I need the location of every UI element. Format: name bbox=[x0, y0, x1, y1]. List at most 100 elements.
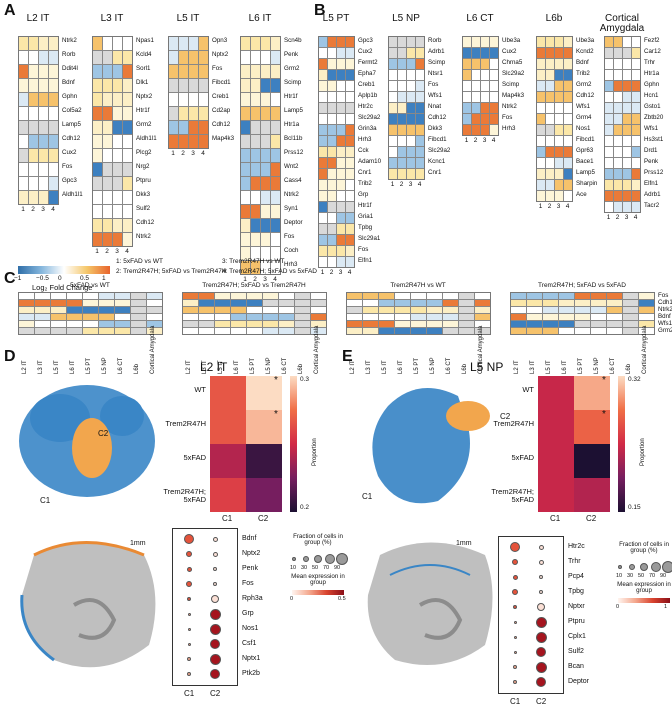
c-cell bbox=[379, 307, 394, 313]
heatmap-cell bbox=[113, 93, 122, 106]
c-cell bbox=[607, 328, 622, 334]
dot-gene-label: Fos bbox=[242, 580, 254, 587]
c-cell bbox=[231, 307, 246, 313]
dot-gene-label: Trhr bbox=[568, 558, 581, 565]
d-umap-c1: C1 bbox=[40, 496, 51, 505]
c-cell bbox=[295, 307, 310, 313]
c-cell bbox=[607, 314, 622, 320]
expression-dot bbox=[184, 534, 194, 544]
heatmap-cell bbox=[337, 257, 345, 267]
significance-star: * bbox=[274, 409, 278, 420]
heatmap-cell bbox=[113, 51, 122, 64]
heatmap-cell bbox=[605, 59, 613, 69]
gene-label: Kcnc1 bbox=[428, 158, 446, 165]
c-cell bbox=[183, 300, 198, 306]
c-cell bbox=[263, 328, 278, 334]
c-cell bbox=[527, 307, 542, 313]
c-cell bbox=[639, 300, 654, 306]
c-cell bbox=[263, 307, 278, 313]
proportion-cell bbox=[246, 376, 282, 410]
heatmap-cell bbox=[398, 158, 406, 168]
heatmap-cell bbox=[261, 247, 270, 260]
dot-gene-label: Penk bbox=[242, 565, 258, 572]
c-cell bbox=[591, 328, 606, 334]
gene-label: Adrb1 bbox=[428, 48, 445, 55]
cbar-label: Proportion bbox=[312, 438, 318, 466]
heatmap-cell bbox=[271, 149, 280, 162]
heatmap-cell bbox=[328, 213, 336, 223]
dot-gene-label: Grp bbox=[242, 610, 254, 617]
heatmap-cell bbox=[261, 121, 270, 134]
c-title: Trem2R47H; 5xFAD vs 5xFAD bbox=[538, 282, 626, 289]
gene-label: Kcnd2 bbox=[576, 48, 594, 55]
heatmap-cell bbox=[328, 136, 336, 146]
expression-dot bbox=[187, 612, 191, 616]
d-umap-c2: C2 bbox=[98, 429, 109, 438]
c-cell bbox=[575, 328, 590, 334]
heatmap-cell bbox=[632, 37, 640, 47]
expression-dot bbox=[213, 582, 217, 586]
heatmap-cell bbox=[261, 191, 270, 204]
gene-label: Cnr1 bbox=[358, 169, 372, 176]
heatmap-cell bbox=[605, 136, 613, 146]
mean-legend-tick: 1 bbox=[664, 604, 668, 610]
colorbar-tick: 1 bbox=[102, 275, 106, 282]
heatmap-cell bbox=[490, 114, 498, 124]
c-cell bbox=[99, 314, 114, 320]
gene-label: Wnt2 bbox=[284, 163, 299, 170]
gene-label: Hcn1 bbox=[644, 92, 659, 99]
proportion-colorbar bbox=[290, 376, 297, 512]
heatmap-cell bbox=[271, 177, 280, 190]
gene-label: Wfs1 bbox=[644, 125, 659, 132]
heatmap-cell bbox=[564, 103, 572, 113]
expression-dot bbox=[186, 551, 192, 557]
heatmap-cell bbox=[555, 158, 563, 168]
heatmap-cell bbox=[555, 136, 563, 146]
heatmap-cell bbox=[546, 125, 554, 135]
proportion-cell bbox=[538, 478, 574, 512]
heatmap-cell bbox=[251, 149, 260, 162]
heatmap-cell bbox=[29, 177, 38, 190]
heatmap-cell bbox=[93, 107, 102, 120]
celltype-label: L5 IT bbox=[382, 360, 388, 374]
heatmap-cell bbox=[537, 158, 545, 168]
proportion-cell bbox=[246, 444, 282, 478]
heatmap-cell bbox=[169, 51, 178, 64]
celltype-label: L5 PT bbox=[86, 357, 92, 374]
c-cell bbox=[83, 328, 98, 334]
heatmap-cell bbox=[93, 93, 102, 106]
heatmap-cell bbox=[546, 158, 554, 168]
gene-label: Trhr bbox=[644, 59, 656, 66]
gene-label: Map4k3 bbox=[502, 92, 525, 99]
e-umap-c1: C1 bbox=[362, 492, 373, 501]
heatmap-cell bbox=[407, 136, 415, 146]
cluster-label: C1 bbox=[550, 514, 561, 523]
celltype-label: L6b bbox=[462, 363, 468, 374]
c-cell bbox=[99, 321, 114, 327]
legend-4: 4: Trem2R47H; 5xFAD vs 5xFAD bbox=[222, 268, 318, 275]
heatmap-cell bbox=[472, 70, 480, 80]
heatmap-cell bbox=[555, 92, 563, 102]
heatmap-cell bbox=[537, 81, 545, 91]
c-cell bbox=[183, 321, 198, 327]
c-cell bbox=[67, 328, 82, 334]
proportion-cell bbox=[246, 478, 282, 512]
heatmap-cell bbox=[328, 224, 336, 234]
heatmap-cell bbox=[103, 107, 112, 120]
heatmap-cell bbox=[39, 65, 48, 78]
expression-dot bbox=[187, 672, 191, 676]
c-cell bbox=[527, 293, 542, 299]
heatmap-cell bbox=[337, 224, 345, 234]
heatmap-cell bbox=[103, 93, 112, 106]
expression-dot bbox=[536, 647, 546, 657]
heatmap-cell bbox=[490, 92, 498, 102]
heatmap-cell bbox=[199, 65, 208, 78]
column-tick: 1 bbox=[538, 203, 543, 210]
expression-dot bbox=[512, 589, 518, 595]
mean-legend-tick: 0 bbox=[290, 596, 294, 602]
c-cell bbox=[199, 321, 214, 327]
heatmap-cell bbox=[416, 48, 424, 58]
expression-dot bbox=[536, 677, 546, 687]
gene-label: Hrh3 bbox=[358, 136, 372, 143]
c-cell bbox=[115, 307, 130, 313]
